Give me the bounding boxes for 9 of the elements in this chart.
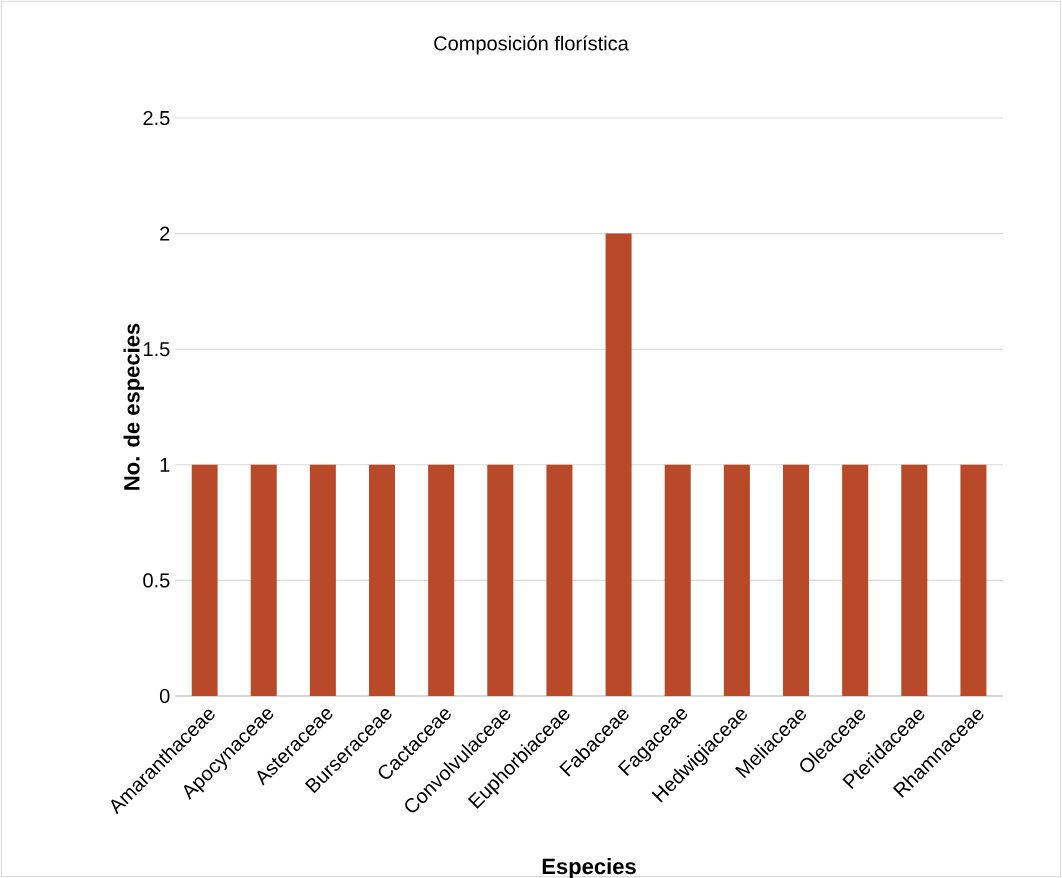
y-axis-title: No. de especies	[123, 323, 144, 490]
y-tick-label: 1.5	[144, 342, 170, 357]
chart-title: Composición florística	[434, 35, 629, 55]
y-tick-label: 2	[160, 226, 170, 241]
y-tick-label: 0.5	[143, 573, 170, 588]
y-tick-label: 1	[160, 457, 170, 472]
x-axis-title: Especies	[542, 858, 636, 878]
y-tick-label: 0	[159, 688, 170, 704]
y-tick-label: 2.5	[143, 110, 170, 126]
